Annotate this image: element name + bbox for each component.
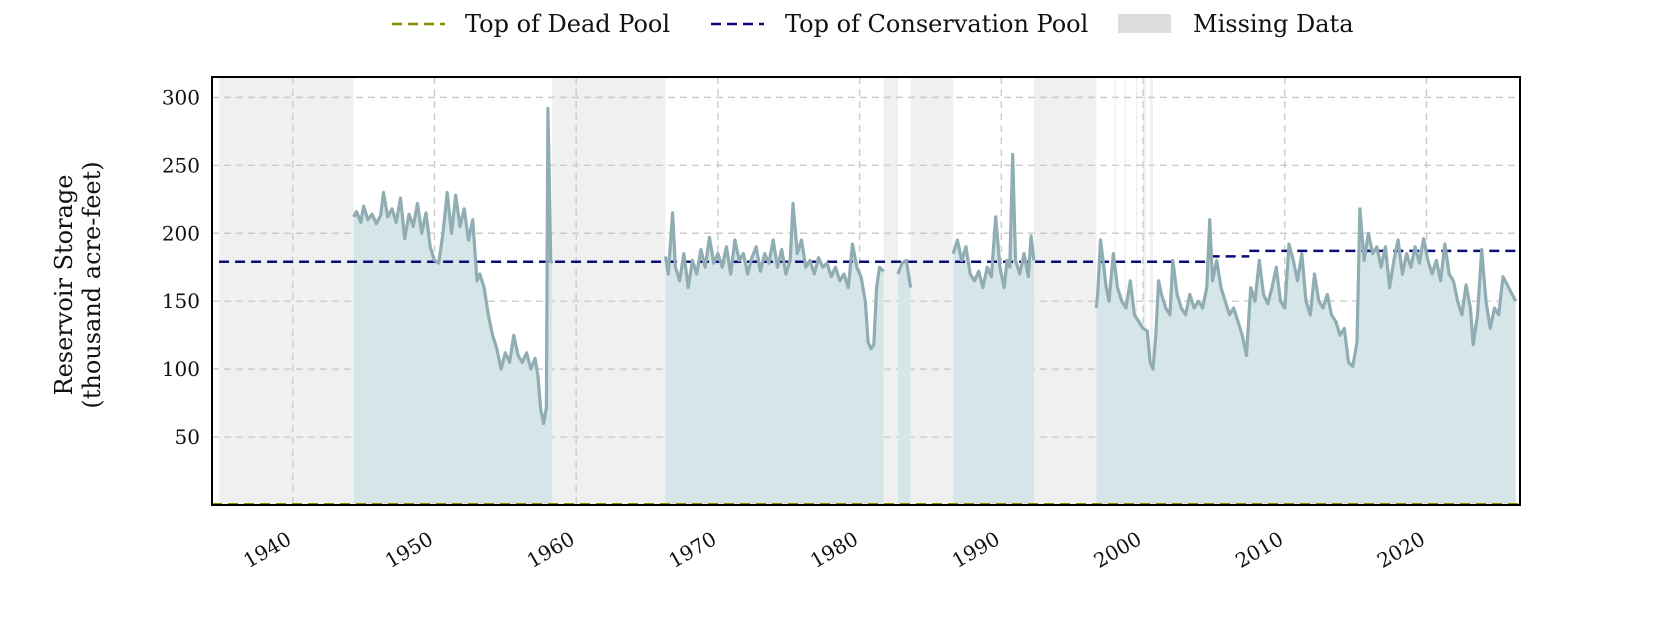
storage-area-3	[953, 154, 1034, 505]
y-axis-label-line2: (thousand acre-feet)	[78, 161, 106, 408]
plot-frame	[211, 76, 1521, 506]
y-tick-150: 150	[162, 289, 200, 313]
x-tick-1960: 1960	[523, 527, 579, 573]
legend-missing-label: Missing Data	[1193, 10, 1354, 38]
missing-band-0	[219, 77, 354, 505]
missing-band-8	[1143, 77, 1146, 505]
y-tick-100: 100	[162, 357, 200, 381]
y-tick-200: 200	[162, 221, 200, 245]
x-tick-2020: 2020	[1373, 527, 1429, 573]
legend-missing-swatch	[1118, 14, 1171, 33]
storage-line-1	[663, 201, 885, 351]
missing-band-4	[1033, 77, 1097, 505]
storage-line-0	[352, 106, 554, 426]
y-tick-300: 300	[162, 85, 200, 109]
y-tick-50: 50	[175, 425, 200, 449]
storage-area-0	[353, 108, 553, 505]
missing-band-6	[1124, 77, 1127, 505]
storage-area-4	[1096, 208, 1516, 505]
x-tick-2010: 2010	[1231, 527, 1287, 573]
storage-line-2	[896, 258, 913, 288]
missing-band-7	[1135, 77, 1138, 505]
storage-area-1	[665, 203, 884, 505]
missing-band-1	[552, 77, 666, 505]
missing-data-bands	[219, 77, 1153, 505]
storage-series	[352, 106, 1518, 426]
legend: Top of Dead Pool Top of Conservation Poo…	[392, 10, 1354, 38]
y-tick-250: 250	[162, 153, 200, 177]
x-tick-1950: 1950	[381, 527, 437, 573]
storage-line-4	[1094, 207, 1518, 371]
storage-fill	[353, 108, 1516, 505]
x-tick-1990: 1990	[948, 527, 1004, 573]
x-tick-2000: 2000	[1089, 527, 1145, 573]
missing-band-2	[883, 77, 898, 505]
storage-area-2	[897, 260, 911, 505]
x-tick-1970: 1970	[664, 527, 720, 573]
x-tick-1940: 1940	[239, 527, 295, 573]
y-axis-label-line1: Reservoir Storage	[50, 175, 78, 396]
storage-line-3	[951, 152, 1036, 290]
x-tick-1980: 1980	[806, 527, 862, 573]
legend-conservation-label: Top of Conservation Pool	[785, 10, 1088, 38]
y-axis-label: Reservoir Storage (thousand acre-feet)	[50, 161, 106, 408]
legend-dead-pool-label: Top of Dead Pool	[465, 10, 670, 38]
missing-band-9	[1150, 77, 1153, 505]
missing-band-3	[910, 77, 954, 505]
